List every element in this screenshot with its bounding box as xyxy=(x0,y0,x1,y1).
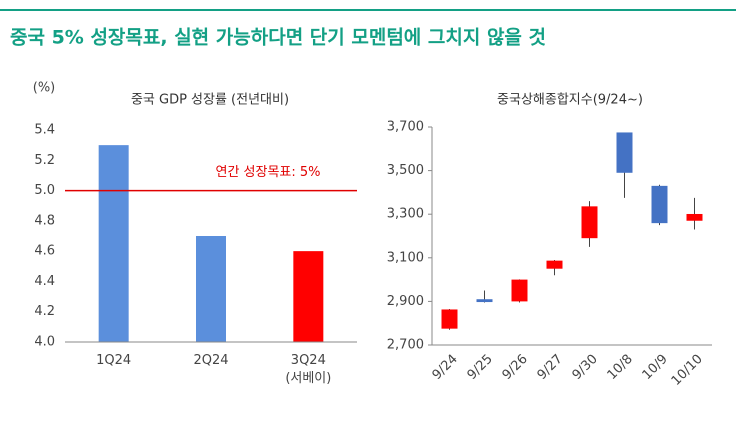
bar xyxy=(293,251,324,342)
candle-body xyxy=(476,299,493,303)
candle-body xyxy=(581,206,598,239)
candle-body xyxy=(441,309,458,329)
y-tick-label: 4.0 xyxy=(34,335,55,350)
y-tick-label: 5.4 xyxy=(34,123,55,138)
x-tick-label: 1Q24 xyxy=(96,353,131,368)
bar xyxy=(98,145,129,342)
candle-body xyxy=(616,132,633,173)
x-tick-label: 2Q24 xyxy=(193,353,228,368)
candle-body xyxy=(511,279,528,302)
candle-body xyxy=(686,213,703,221)
y-tick-label: 3,700 xyxy=(387,120,424,135)
bar xyxy=(196,236,226,342)
x-tick-label: 9/30 xyxy=(570,352,601,383)
x-tick-label: 9/27 xyxy=(535,352,566,383)
y-tick-label: 4.2 xyxy=(34,304,55,319)
y-tick-label: 4.6 xyxy=(34,244,55,259)
chart-title: 중국 GDP 성장률 (전년대비) xyxy=(131,93,289,108)
x-tick-label: 9/24 xyxy=(430,352,461,383)
x-tick-label: 9/25 xyxy=(465,352,496,383)
candle-body xyxy=(651,185,668,224)
page-title: 중국 5% 성장목표, 실현 가능하다면 단기 모멘텀에 그치지 않을 것 xyxy=(10,27,546,49)
x-tick-label: 9/26 xyxy=(500,352,531,383)
y-tick-label: 2,700 xyxy=(387,338,424,353)
y-tick-label: 4.8 xyxy=(34,213,55,228)
chart-title: 중국상해종합지수(9/24~) xyxy=(497,93,643,108)
y-tick-label: 4.4 xyxy=(34,274,55,289)
y-tick-label: 3,100 xyxy=(387,250,424,265)
x-tick-label: 3Q24 (서베이) xyxy=(285,353,331,386)
y-tick-label: 5.0 xyxy=(34,183,55,198)
y-tick-label: 3,500 xyxy=(387,163,424,178)
y-tick-label: 3,300 xyxy=(387,207,424,222)
y-axis-label: (%) xyxy=(33,81,56,96)
y-tick-label: 5.2 xyxy=(34,153,55,168)
x-tick-label: 10/8 xyxy=(605,352,636,383)
candle-body xyxy=(546,260,563,269)
x-tick-label: 10/9 xyxy=(640,352,671,383)
x-tick-label: 10/10 xyxy=(669,352,706,389)
reference-label: 연간 성장목표: 5% xyxy=(215,165,320,180)
y-tick-label: 2,900 xyxy=(387,294,424,309)
